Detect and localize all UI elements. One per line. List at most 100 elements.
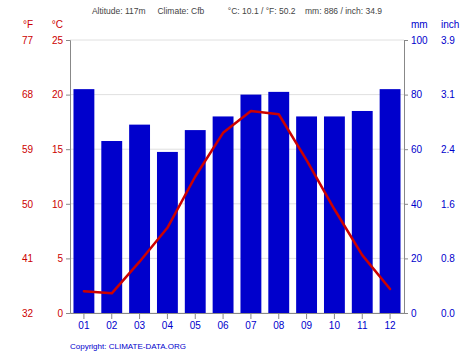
tick: 04 [162,313,174,331]
tick: 80 [404,89,423,100]
tick: 41 [22,253,34,264]
tick: 0.0 [441,308,455,319]
tick-label: 0.8 [441,253,455,264]
tick: 100 [404,35,428,46]
tick-label: 100 [411,35,428,46]
tick: 10 [52,199,70,210]
tick-mark [167,313,168,319]
axis-title: inch [441,19,459,30]
tick-mark [334,313,335,319]
tick-mark [362,313,363,319]
tick-label: 3.9 [441,35,455,46]
tick-mark [66,313,70,314]
tick-mark [66,40,70,41]
bar [73,89,94,313]
axis-line [71,313,405,314]
bar [157,152,178,313]
grid-line [70,94,404,95]
tick: 2.4 [441,144,455,155]
tick-label: 80 [411,89,423,100]
tick-label: 68 [22,89,34,100]
bar [129,125,150,313]
tick-mark [250,313,251,319]
grid [70,40,404,313]
axis-title: mm [411,19,428,30]
tick-label: 01 [78,320,90,331]
axis-line [66,41,71,314]
tick-mark [404,204,408,205]
tick-mark [66,258,70,259]
axis-title: °F [23,19,33,30]
tick-label: 3.1 [441,89,455,100]
tick-label: 12 [385,320,397,331]
tick: 0 [57,308,70,319]
tick: 60 [404,144,423,155]
tick: 05 [190,313,202,331]
tick: 02 [106,313,118,331]
tick-mark [111,313,112,319]
axis-line [405,41,409,314]
tick: 50 [22,199,34,210]
tick: 3.9 [441,35,455,46]
tick-label: 59 [22,144,34,155]
grid-line [70,40,404,41]
tick-label: 77 [22,35,34,46]
tick: 40 [404,199,423,210]
bar [101,141,122,313]
tick-mark [195,313,196,319]
tick-mark [278,313,279,319]
tick-label: 09 [301,320,313,331]
tick-label: 08 [273,320,285,331]
x-axis: 01 02 03 04 05 06 07 08 09 10 11 12 [71,313,405,331]
y-axis: 020406080100 [404,35,428,319]
plot-area [73,89,400,313]
tick: 07 [245,313,257,331]
tick-label: 11 [357,320,368,331]
tick-label: 02 [106,320,118,331]
tick-label: 05 [190,320,202,331]
tick-label: 2.4 [441,144,455,155]
tick-mark [404,95,408,96]
tick-label: 41 [22,253,34,264]
tick: 01 [78,313,90,331]
tick-label: 5 [57,253,63,264]
tick: 09 [301,313,313,331]
line [84,111,390,293]
tick: 20 [52,89,70,100]
tick-mark [404,149,408,150]
tick-label: 20 [52,89,64,100]
tick: 0.8 [441,253,455,264]
tick-label: 04 [162,320,174,331]
tick-mark [404,258,408,259]
tick: 77 [22,35,34,46]
tick-label: 1.6 [441,199,455,210]
tick-mark [66,95,70,96]
tick: 25 [52,35,70,46]
tick-label: 32 [22,308,34,319]
tick-mark [390,313,391,319]
y2-axis: 0 5 10 15 20 25 [52,35,71,319]
tick-mark [139,313,140,319]
tick: 06 [218,313,230,331]
tick: 03 [134,313,146,331]
tick-mark [66,149,70,150]
tick-label: 0 [57,308,63,319]
tick-mark [404,40,408,41]
tick-label: 10 [52,199,64,210]
tick: 10 [329,313,341,331]
tick-mark [83,313,84,319]
tick-label: 20 [411,253,423,264]
annotation: Copyright: CLIMATE-DATA.ORG [70,342,186,351]
tick: 32 [22,308,34,319]
tick: 68 [22,89,34,100]
tick: 08 [273,313,285,331]
chart-svg: 0102030405060708091011120510152025324150… [0,0,474,355]
bar [324,116,345,313]
tick-label: 07 [245,320,257,331]
y4-axis: 32 41 50 59 68 77 [22,35,34,319]
tick-label: 0.0 [441,308,455,319]
tick: 11 [357,313,368,331]
tick-label: 15 [52,144,64,155]
tick-label: 25 [52,35,64,46]
tick: 20 [404,253,423,264]
